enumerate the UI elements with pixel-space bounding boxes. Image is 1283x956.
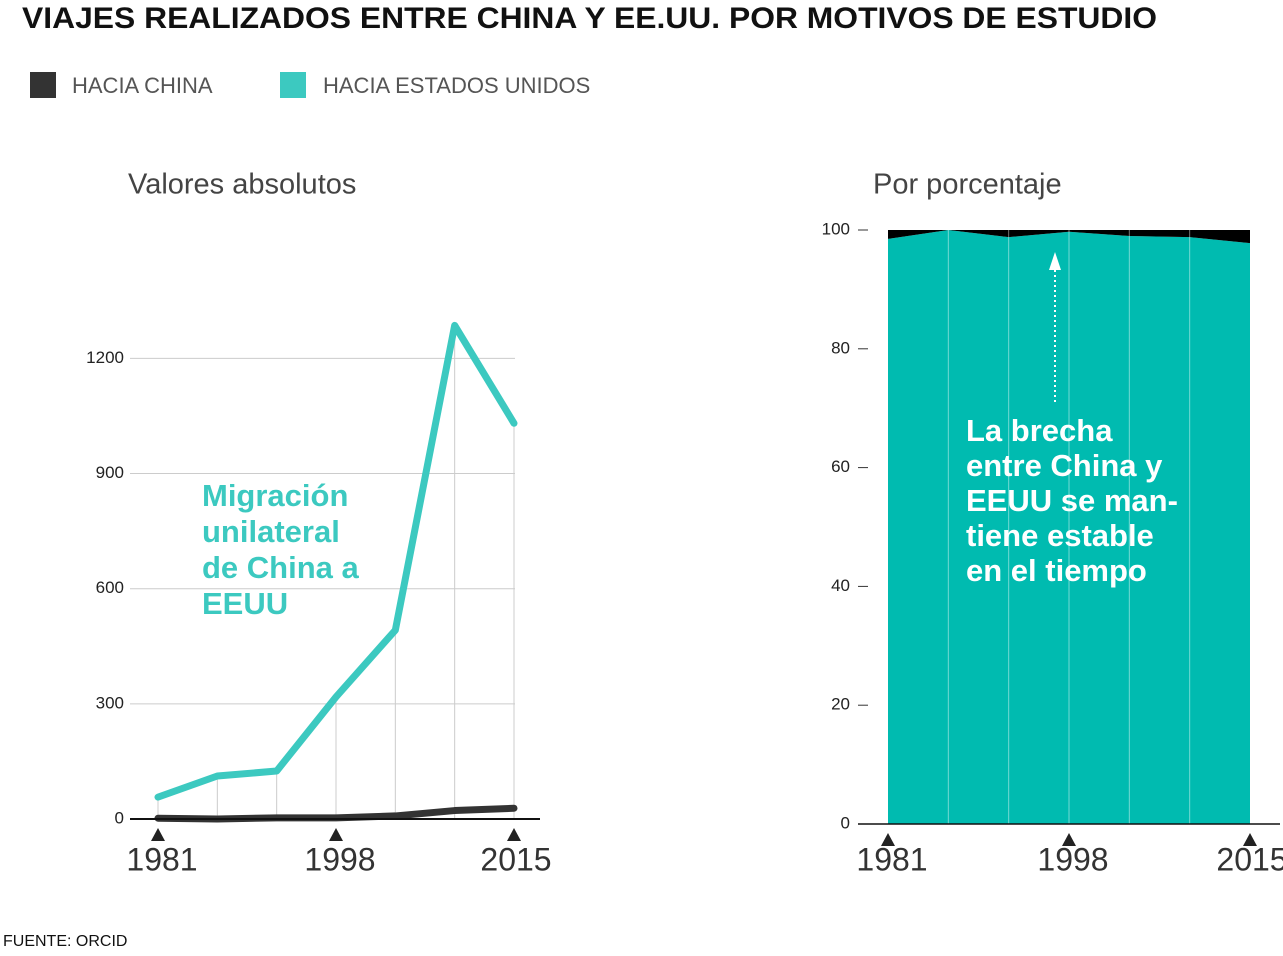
axis-marker	[329, 828, 343, 841]
y-tick-label: 60	[831, 457, 850, 476]
y-tick-label: 900	[96, 463, 124, 482]
x-tick-label: 1998	[304, 841, 375, 877]
series-area	[888, 230, 1250, 824]
annotation: EEUU se man-	[966, 483, 1178, 518]
x-tick-label: 2015	[1216, 841, 1283, 877]
axis-marker	[151, 828, 165, 841]
x-tick-label: 1981	[126, 841, 197, 877]
annotation: entre China y	[966, 448, 1163, 483]
series-area	[888, 230, 1250, 244]
y-tick-label: 0	[841, 813, 850, 832]
axis-marker	[881, 833, 895, 846]
legend-label: HACIA ESTADOS UNIDOS	[323, 73, 590, 98]
annotation: de China a	[202, 550, 360, 585]
y-tick-label: 20	[831, 695, 850, 714]
annotation: EEUU	[202, 586, 288, 621]
axis-marker	[1062, 833, 1076, 846]
series-line	[154, 321, 518, 801]
annotation: La brecha	[966, 413, 1113, 448]
y-tick-label: 100	[822, 219, 850, 238]
legend-swatch-0	[30, 72, 56, 98]
annotation: tiene estable	[966, 518, 1154, 553]
x-tick-label: 1981	[856, 841, 927, 877]
x-tick-label: 2015	[480, 841, 551, 877]
y-tick-label: 600	[96, 578, 124, 597]
y-tick-label: 40	[831, 576, 850, 595]
y-tick-label: 0	[115, 808, 124, 827]
annotation: en el tiempo	[966, 553, 1147, 588]
axis-marker	[507, 828, 521, 841]
axis-marker	[1243, 833, 1257, 846]
legend-label: HACIA CHINA	[72, 73, 213, 98]
y-tick-label: 80	[831, 338, 850, 357]
y-tick-label: 1200	[86, 348, 124, 367]
page-title: VIAJES REALIZADOS ENTRE CHINA Y EE.UU. P…	[22, 2, 1157, 35]
y-tick-label: 300	[96, 693, 124, 712]
chart-subtitle: Valores absolutos	[128, 169, 356, 201]
chart-subtitle: Por porcentaje	[873, 169, 1062, 201]
annotation: Migración	[202, 478, 348, 513]
source: FUENTE: ORCID	[3, 933, 127, 950]
x-tick-label: 1998	[1037, 841, 1108, 877]
annotation-arrowhead	[1049, 252, 1061, 270]
annotation: unilateral	[202, 514, 340, 549]
legend-swatch-1	[280, 72, 306, 98]
